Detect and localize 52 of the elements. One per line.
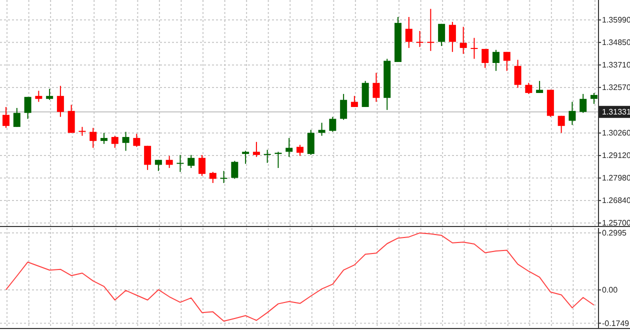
candlestick [242,150,250,164]
candlestick [252,141,260,158]
candlestick [90,127,97,148]
candlestick [318,122,326,136]
candlestick [427,8,434,52]
candlestick [286,137,293,158]
candlestick [460,26,467,54]
candlestick [198,154,206,176]
candlestick [13,107,20,128]
candlestick [448,21,456,52]
candlestick [340,93,348,120]
candlestick [558,115,565,134]
candlestick [188,154,195,168]
candlestick [231,160,238,180]
candlestick [372,72,380,102]
candlestick [590,92,598,104]
candlestick [144,145,152,170]
y-tick-label: 0.2995 [602,228,628,238]
candlestick [122,131,130,152]
candlestick [514,59,522,88]
candlestick [416,30,424,48]
candlestick [100,132,108,144]
candlestick [307,129,314,156]
line-series [6,232,594,322]
candlestick [296,144,304,156]
candlestick [580,93,587,114]
y-tick-label: -0.1749 [602,318,630,328]
candlestick [536,80,544,94]
y-tick-label: 0.00 [602,286,618,295]
candlestick [350,95,358,108]
candlestick [405,16,412,48]
candlestick [24,96,32,120]
candlestick [525,82,532,94]
candlestick [111,135,118,148]
candlestick [176,154,184,172]
candlestick [492,49,500,72]
candlestick [220,170,228,184]
candlestick [166,155,173,168]
candlestick [56,85,64,118]
candlestick [209,171,216,184]
candlestick [503,51,510,72]
candlestick [2,106,10,128]
candlestick [568,101,576,126]
candlestick [470,37,478,60]
candlestick [133,133,140,148]
candlestick [46,88,54,100]
candlestick [35,90,42,102]
candlestick [329,116,336,132]
candlestick [438,23,446,46]
candlestick [264,149,271,164]
candlestick [68,104,75,134]
candlestick [482,48,489,68]
